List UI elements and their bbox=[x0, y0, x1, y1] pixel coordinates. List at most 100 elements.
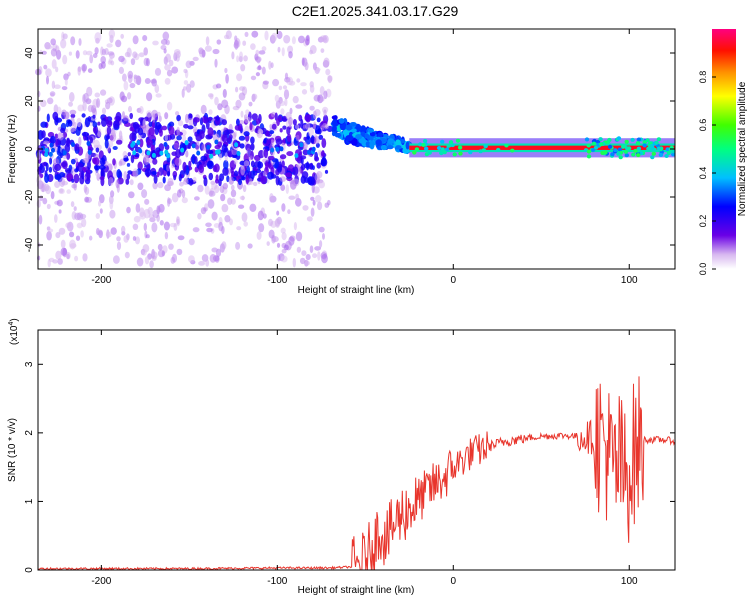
snr-xtick-label: 100 bbox=[621, 576, 638, 587]
spectrogram-noise-point bbox=[132, 35, 139, 45]
spectrogram-noise-point bbox=[255, 49, 260, 56]
spectrogram-tone-texture bbox=[455, 138, 461, 143]
spectrogram-noise-point bbox=[110, 227, 117, 235]
spectrogram-noise-point bbox=[151, 171, 157, 175]
spectrogram-noise-point bbox=[263, 148, 269, 159]
spectrogram-noise-point bbox=[279, 176, 286, 182]
spectrogram-noise-point bbox=[200, 155, 208, 162]
spectrogram-noise-point bbox=[276, 30, 283, 40]
spectrogram-noise-point bbox=[200, 104, 207, 115]
spectrogram-noise-point bbox=[275, 138, 283, 145]
spectrogram-noise-point bbox=[87, 68, 93, 73]
spectrogram-noise-point bbox=[321, 138, 327, 149]
spectrogram-noise-point bbox=[157, 181, 164, 189]
spectrogram-noise-point bbox=[80, 230, 84, 238]
spectrogram-noise-point bbox=[89, 54, 94, 64]
colorbar-label: Normalized spectral amplitude bbox=[737, 81, 748, 216]
spectrogram-noise-point bbox=[299, 257, 306, 265]
spectrogram-noise-point bbox=[151, 78, 157, 87]
spectrogram-tone-texture bbox=[617, 147, 623, 152]
spectrogram-noise-point bbox=[267, 155, 275, 161]
spectrogram-noise-point bbox=[65, 222, 72, 229]
spectrogram-noise-point bbox=[301, 250, 307, 256]
spectrogram-noise-point bbox=[71, 178, 75, 183]
spectrogram-noise-point bbox=[298, 35, 305, 44]
spectrogram-noise-point bbox=[286, 126, 291, 135]
spectrogram-noise-point bbox=[304, 114, 312, 122]
snr-background bbox=[38, 330, 675, 570]
spectrogram-noise-point bbox=[46, 230, 52, 241]
spectrogram-noise-point bbox=[322, 233, 325, 240]
spectrogram-noise-point bbox=[296, 246, 302, 253]
spectrogram-tone-texture bbox=[584, 137, 590, 142]
spectrogram-noise-point bbox=[142, 118, 147, 128]
spectrogram-tone-texture bbox=[636, 146, 642, 151]
spectrogram-noise-point bbox=[176, 114, 181, 122]
spectrogram-noise-point bbox=[313, 135, 320, 145]
spectrogram-noise-point bbox=[321, 254, 328, 264]
spectrogram-tone-texture bbox=[414, 147, 420, 152]
colorbar-tick-label: 0.8 bbox=[698, 71, 708, 84]
spectrogram-noise-point bbox=[51, 59, 57, 69]
spectrogram-noise-point bbox=[256, 56, 261, 64]
spectrogram-noise-peak bbox=[166, 153, 171, 159]
spectrogram-noise-point bbox=[58, 172, 66, 178]
spectrogram-noise-point bbox=[239, 143, 245, 149]
spectrogram-noise-point bbox=[252, 166, 258, 172]
spectrogram-noise-point bbox=[137, 127, 144, 136]
spectrogram-noise-peak bbox=[159, 150, 164, 156]
spectrogram-noise-point bbox=[319, 240, 323, 248]
spectrogram-noise-point bbox=[54, 214, 58, 223]
spectrogram-noise-point bbox=[207, 127, 214, 137]
spectrogram-noise-point bbox=[127, 152, 131, 157]
spectrogram-noise-peak bbox=[299, 142, 304, 148]
spectrogram-tone-texture bbox=[504, 143, 509, 148]
spectrogram-noise-point bbox=[55, 250, 62, 260]
spectrogram-noise-point bbox=[159, 128, 163, 137]
spectrogram-tone-texture bbox=[586, 143, 591, 148]
spectrogram-noise-peak bbox=[180, 147, 185, 153]
spectrogram-bend-point bbox=[355, 134, 362, 140]
spectrogram-noise-point bbox=[313, 121, 317, 130]
spectrogram-noise-point bbox=[109, 199, 114, 210]
spectrogram-noise-point bbox=[321, 158, 328, 167]
spectrogram-noise-point bbox=[173, 142, 180, 150]
spectrogram-noise-point bbox=[276, 210, 280, 216]
spectrogram-noise-point bbox=[122, 150, 128, 159]
spectrogram-noise-point bbox=[50, 48, 58, 57]
spectrogram-bend-point bbox=[375, 139, 382, 147]
spectrogram-noise-point bbox=[188, 178, 194, 186]
spectrogram-noise-point bbox=[66, 152, 71, 160]
spectrogram-noise-point bbox=[327, 75, 333, 84]
spectrogram-noise-point bbox=[105, 119, 109, 125]
spectrogram-noise-point bbox=[143, 154, 149, 162]
spectrogram-noise-point bbox=[175, 50, 181, 59]
spectrogram-ytick-label: 0 bbox=[24, 146, 35, 152]
spectrogram-noise-point bbox=[94, 170, 100, 177]
spectrogram-noise-point bbox=[48, 166, 53, 173]
spectrogram-noise-point bbox=[236, 226, 242, 231]
colorbar-tick-label: 0.0 bbox=[698, 263, 708, 276]
spectrogram-noise-point bbox=[214, 163, 220, 173]
spectrogram-noise-point bbox=[240, 63, 246, 72]
spectrogram-noise-point bbox=[71, 183, 77, 189]
spectrogram-noise-point bbox=[84, 117, 91, 128]
spectrogram-noise-point bbox=[245, 175, 249, 185]
spectrogram-noise-point bbox=[151, 251, 158, 260]
spectrogram-noise-point bbox=[157, 207, 162, 213]
spectrogram-noise-point bbox=[153, 174, 158, 184]
spectrogram-noise-point bbox=[121, 225, 126, 234]
spectrogram-bend-point bbox=[369, 131, 376, 137]
spectrogram-noise-point bbox=[81, 218, 87, 228]
spectrogram-noise-point bbox=[115, 111, 122, 122]
spectrogram-noise-peak bbox=[62, 150, 67, 156]
spectrogram-noise-point bbox=[123, 235, 129, 243]
spectrogram-noise-point bbox=[215, 115, 220, 122]
spectrogram-noise-point bbox=[228, 134, 233, 140]
spectrogram-noise-point bbox=[129, 126, 135, 132]
spectrogram-noise-point bbox=[158, 115, 162, 122]
spectrogram-noise-point bbox=[227, 150, 232, 158]
spectrogram-noise-point bbox=[303, 136, 307, 141]
spectrogram-noise-point bbox=[187, 125, 194, 130]
spectrogram-bend-point bbox=[332, 125, 337, 132]
